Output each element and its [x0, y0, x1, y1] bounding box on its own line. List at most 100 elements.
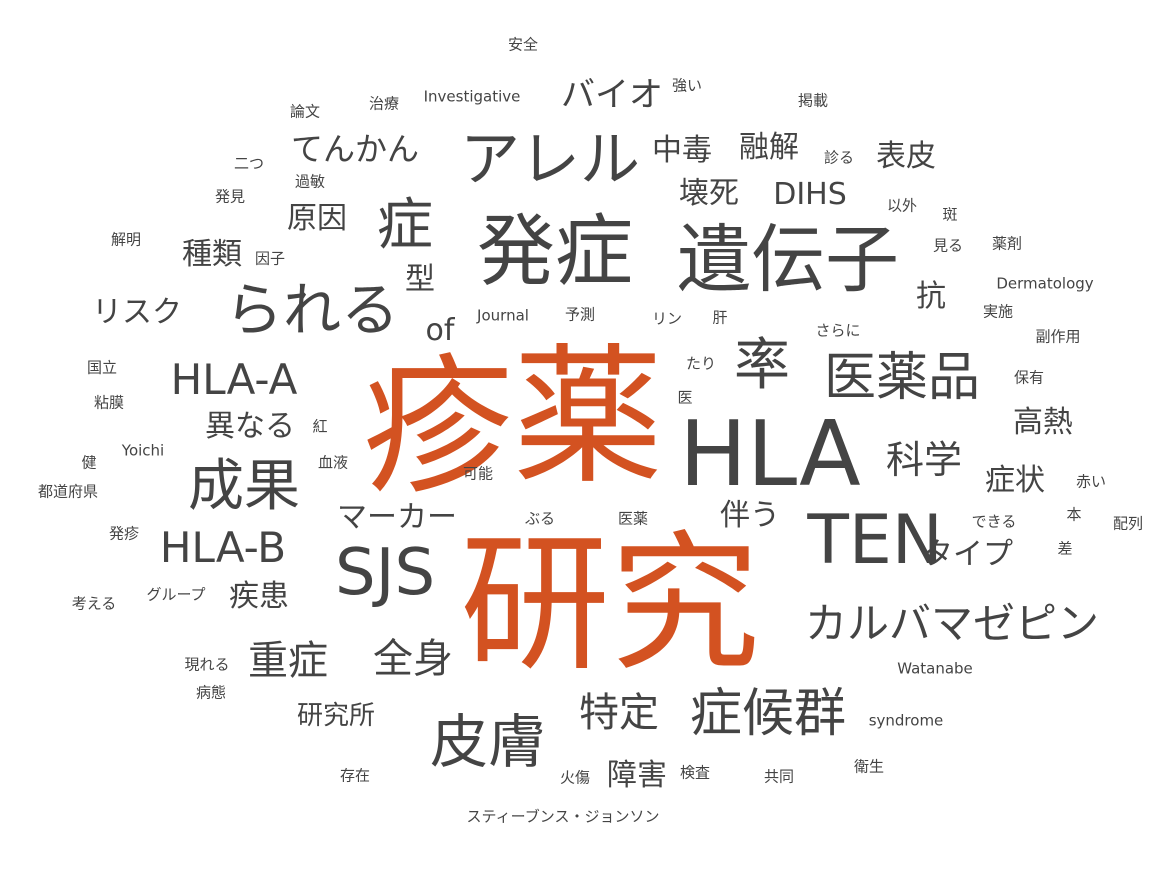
word-25: てんかん	[290, 130, 420, 168]
word-1: 疹	[362, 341, 514, 515]
word-3: 研究	[459, 518, 761, 692]
word-66: 肝	[712, 308, 728, 327]
word-53: 過敏	[294, 172, 326, 191]
word-72: 保有	[1013, 368, 1045, 387]
word-37: 高熱	[1013, 405, 1073, 440]
word-54: 診る	[823, 148, 855, 167]
word-96: 火傷	[559, 768, 591, 787]
word-46: 安全	[507, 35, 539, 54]
word-42: マーカー	[337, 500, 457, 535]
word-84: できる	[971, 512, 1017, 531]
word-67: 実施	[982, 302, 1014, 321]
word-82: ぶる	[524, 509, 556, 528]
word-81: 赤い	[1075, 472, 1107, 491]
word-2: 薬	[512, 331, 664, 505]
word-28: 表皮	[876, 139, 936, 174]
word-55: 発見	[214, 187, 246, 206]
word-31: 原因	[287, 201, 347, 236]
word-83: 医薬	[617, 509, 649, 528]
word-78: 可能	[462, 464, 494, 483]
word-27: 融解	[739, 130, 799, 165]
word-62: Dermatology	[996, 274, 1094, 293]
word-34: リスク	[92, 295, 182, 330]
word-64: 予測	[564, 305, 596, 324]
word-32: 種類	[182, 237, 242, 272]
word-70: 国立	[86, 358, 118, 377]
word-48: 治療	[368, 94, 400, 113]
word-39: 症状	[985, 463, 1045, 498]
word-12: 成果	[188, 454, 300, 519]
word-5: 発症	[476, 207, 634, 297]
word-23: 科学	[885, 438, 963, 482]
word-11: 皮膚	[429, 708, 547, 776]
word-68: さらに	[815, 321, 861, 340]
word-21: 全身	[373, 636, 453, 682]
word-36: 抗	[916, 279, 946, 314]
word-44: 研究所	[296, 701, 376, 731]
word-95: 存在	[339, 766, 371, 785]
word-69: 副作用	[1035, 327, 1081, 346]
word-58: 解明	[110, 230, 142, 249]
word-85: 本	[1066, 505, 1082, 524]
word-45: 障害	[607, 758, 667, 793]
word-100: スティーブンス・ジョンソン	[466, 807, 660, 826]
word-92: Watanabe	[897, 659, 973, 678]
word-90: グループ	[146, 585, 206, 604]
word-56: 以外	[886, 196, 918, 215]
word-15: 医薬品	[823, 348, 981, 408]
word-88: 差	[1057, 539, 1073, 558]
word-97: 検査	[679, 763, 711, 782]
word-19: HLA-B	[159, 523, 287, 572]
word-60: 見る	[932, 236, 964, 255]
word-75: 紅	[312, 417, 328, 436]
word-33: 型	[405, 262, 435, 297]
word-89: 考える	[71, 594, 117, 613]
word-9: アレル	[460, 125, 640, 195]
word-73: 粘膜	[93, 393, 125, 412]
word-8: SJS	[334, 536, 436, 610]
word-57: 斑	[942, 205, 958, 224]
word-79: 健	[81, 453, 97, 472]
word-18: HLA-A	[170, 355, 298, 404]
word-51: 掲載	[797, 91, 829, 110]
word-71: たり	[685, 354, 717, 373]
word-38: 異なる	[205, 409, 295, 444]
word-99: 衛生	[853, 757, 885, 776]
word-93: 病態	[195, 683, 227, 702]
word-35: of	[425, 313, 455, 348]
word-29: 壊死	[679, 176, 739, 211]
word-24: バイオ	[561, 75, 663, 115]
word-87: 発疹	[108, 524, 140, 543]
word-13: 症	[377, 193, 433, 258]
word-86: 配列	[1112, 514, 1144, 533]
word-52: 二つ	[233, 154, 265, 173]
word-30: DIHS	[773, 177, 847, 212]
word-80: 都道府県	[37, 482, 99, 501]
word-10: られる	[224, 276, 400, 344]
word-43: 疾患	[229, 579, 289, 614]
word-26: 中毒	[652, 133, 712, 168]
word-22: 特定	[579, 690, 659, 736]
word-20: 重症	[248, 638, 328, 684]
word-76: Yoichi	[121, 441, 165, 460]
word-91: 現れる	[184, 655, 230, 674]
word-7: TEN	[807, 501, 943, 580]
word-47: 論文	[289, 102, 321, 121]
word-65: リン	[651, 309, 683, 328]
word-61: 薬剤	[991, 234, 1023, 253]
word-94: syndrome	[868, 711, 944, 730]
word-4: HLA	[679, 402, 861, 507]
word-14: 率	[734, 333, 790, 398]
word-74: 医	[677, 388, 693, 407]
word-16: 症候群	[689, 684, 847, 744]
word-41: タイプ	[923, 537, 1013, 572]
word-63: Journal	[477, 306, 529, 325]
word-17: カルバマゼピン	[804, 599, 1100, 648]
word-6: 遺伝子	[677, 217, 899, 303]
word-49: Investigative	[423, 87, 521, 106]
word-77: 血液	[317, 453, 349, 472]
word-59: 因子	[254, 249, 286, 268]
word-40: 伴う	[720, 498, 780, 533]
word-50: 強い	[671, 76, 703, 95]
